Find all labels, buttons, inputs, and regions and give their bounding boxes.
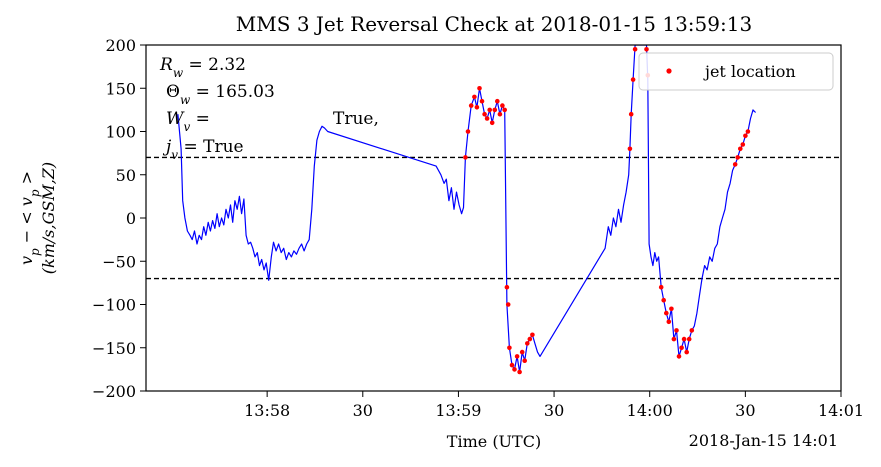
jet-location-series: [463, 47, 751, 375]
jet-marker-24: [522, 358, 527, 364]
y-axis-label: vp − < vp > (km/s,GSM,Z): [17, 162, 58, 274]
jet-marker-23: [519, 349, 525, 355]
jet-marker-36: [664, 310, 669, 316]
y-tick-label-6: −100: [92, 296, 136, 315]
y-tick-label-8: −200: [92, 382, 136, 401]
x-tick-label-5: 30: [735, 401, 755, 420]
jet-marker-29: [628, 111, 634, 117]
legend: jet location: [638, 52, 834, 91]
x-tick-label-0: 13:58: [244, 401, 290, 420]
annotation-rw: Rw = 2.32: [159, 55, 246, 80]
y-tick-label-4: 0: [126, 209, 136, 228]
y-tick-label-0: 200: [105, 36, 136, 55]
jet-marker-49: [738, 146, 743, 152]
y-tick-label-2: 100: [105, 123, 136, 142]
x-tick-label-2: 13:59: [435, 401, 481, 420]
jet-marker-25: [525, 341, 530, 346]
jet-marker-3: [472, 94, 477, 100]
jet-marker-2: [468, 103, 474, 108]
jet-marker-4: [474, 105, 480, 110]
x-offset-label: 2018-Jan-15 14:01: [689, 431, 838, 450]
chart-title: MMS 3 Jet Reversal Check at 2018-01-15 1…: [236, 12, 752, 36]
x-axis: 13:58 30 13:59 30 14:00 30 14:01: [244, 391, 864, 420]
x-tick-label-6: 14:01: [818, 401, 864, 420]
plot-area: [146, 45, 841, 375]
annotation-block: Rw = 2.32 Θw = 165.03 Wv = True, jv = Tr…: [159, 55, 379, 162]
legend-box: [638, 52, 834, 91]
jet-marker-16: [504, 284, 510, 290]
jet-marker-18: [507, 345, 512, 351]
jet-marker-19: [509, 362, 515, 368]
y-axis-label-line1: vp − < vp >: [17, 171, 42, 265]
y-tick-label-7: −150: [92, 339, 136, 358]
x-axis-label: Time (UTC): [447, 432, 541, 451]
jet-marker-8: [484, 116, 490, 121]
jet-marker-5: [477, 86, 482, 91]
jet-marker-15: [502, 107, 508, 113]
jet-marker-43: [681, 336, 687, 342]
annotation-jv: jv = True: [162, 137, 244, 162]
threshold-lines: [146, 156, 841, 280]
jet-marker-1: [465, 129, 471, 134]
jet-marker-12: [495, 98, 500, 104]
y-axis: 200 150 100 50 0 −50 −100 −150 −200: [92, 36, 146, 401]
jet-marker-39: [671, 336, 677, 342]
annotation-theta: Θw = 165.03: [166, 82, 275, 107]
jet-marker-48: [735, 155, 740, 160]
jet-marker-50: [740, 142, 746, 147]
x-tick-label-3: 30: [544, 401, 564, 420]
jet-marker-30: [630, 77, 636, 82]
jet-marker-7: [482, 111, 487, 117]
x-tick-label-1: 30: [353, 401, 373, 420]
jet-marker-9: [487, 107, 493, 113]
jet-marker-44: [684, 349, 689, 355]
jet-marker-51: [743, 133, 748, 139]
legend-label: jet location: [703, 62, 796, 81]
jet-marker-26: [527, 336, 533, 342]
jet-marker-31: [632, 47, 638, 52]
jet-marker-45: [686, 336, 692, 342]
jet-marker-21: [514, 354, 520, 359]
jet-marker-35: [661, 297, 666, 303]
jet-marker-52: [745, 129, 751, 134]
y-tick-label-5: −50: [102, 252, 136, 271]
jet-marker-11: [492, 107, 498, 113]
y-axis-label-line2: (km/s,GSM,Z): [39, 162, 58, 274]
y-tick-label-1: 150: [105, 79, 136, 98]
jet-marker-42: [679, 345, 684, 351]
jet-marker-0: [463, 155, 468, 160]
jet-marker-10: [489, 120, 495, 126]
x-tick-label-4: 14:00: [627, 401, 673, 420]
legend-marker: [666, 68, 672, 74]
jet-marker-41: [676, 354, 682, 359]
y-tick-label-3: 50: [116, 166, 136, 185]
jet-marker-27: [530, 332, 535, 338]
jet-marker-37: [666, 319, 672, 325]
jet-marker-40: [674, 328, 679, 333]
annotation-wv: Wv =: [166, 109, 210, 134]
jet-marker-47: [732, 162, 738, 167]
annotation-wv-value: True,: [333, 109, 379, 129]
jet-marker-34: [658, 284, 664, 290]
jet-marker-13: [497, 111, 503, 117]
jet-marker-22: [517, 369, 522, 375]
jet-marker-17: [505, 302, 511, 307]
jet-marker-14: [500, 103, 505, 108]
jet-marker-32: [644, 47, 649, 52]
jet-marker-46: [689, 328, 695, 333]
jet-marker-38: [669, 306, 674, 312]
jet-marker-6: [479, 98, 485, 104]
jet-marker-28: [627, 146, 633, 152]
jet-marker-20: [512, 367, 517, 372]
